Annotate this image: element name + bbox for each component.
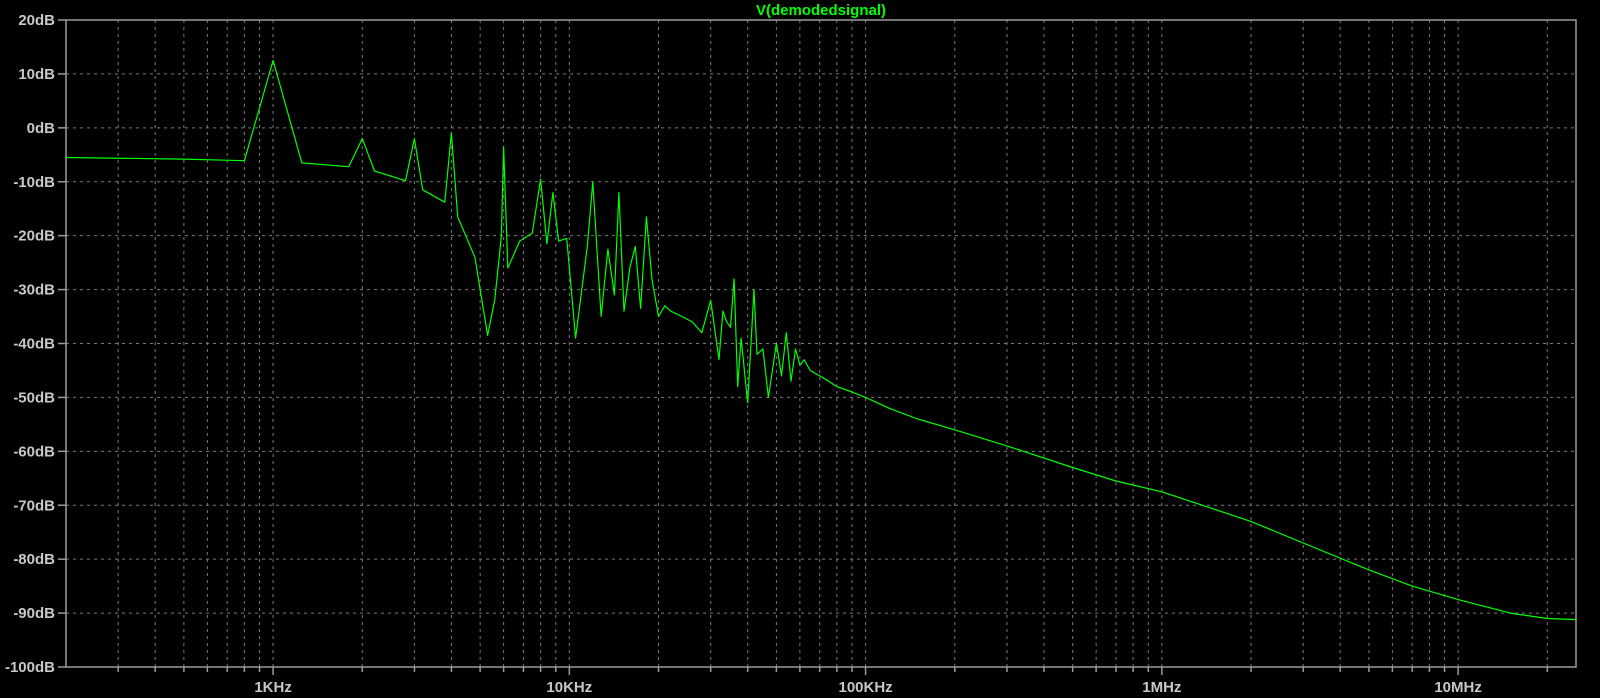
y-tick-label: -40dB <box>13 336 55 353</box>
y-tick-label: -60dB <box>13 443 55 460</box>
y-tick-label: 20dB <box>18 12 55 29</box>
series-trace <box>65 59 1577 621</box>
y-tick-label: 10dB <box>18 66 55 83</box>
y-tick-label: -80dB <box>13 551 55 568</box>
y-tick-label: -30dB <box>13 282 55 299</box>
x-tick-label: 10KHz <box>546 679 592 696</box>
y-axis-labels: 20dB 10dB 0dB -10dB -20dB -30dB -40dB -50dB -60d… <box>5 12 55 676</box>
axis-ticks <box>58 19 1549 675</box>
x-tick-label: 1KHz <box>254 679 292 696</box>
y-tick-label: 0dB <box>27 120 56 137</box>
x-tick-label: 100KHz <box>838 679 892 696</box>
y-tick-label: -20dB <box>13 228 55 245</box>
trace-title: V(demodedsignal) <box>756 2 886 19</box>
grid-lines <box>66 20 1576 667</box>
y-tick-label: -70dB <box>13 497 55 514</box>
y-tick-label: -90dB <box>13 605 55 622</box>
y-tick-label: -10dB <box>13 174 55 191</box>
x-tick-label: 10MHz <box>1434 679 1482 696</box>
y-tick-label: -100dB <box>5 659 55 676</box>
y-tick-label: -50dB <box>13 389 55 406</box>
x-tick-label: 1MHz <box>1142 679 1181 696</box>
x-axis-labels: 1KHz 10KHz 100KHz 1MHz 10MHz <box>254 679 1482 696</box>
